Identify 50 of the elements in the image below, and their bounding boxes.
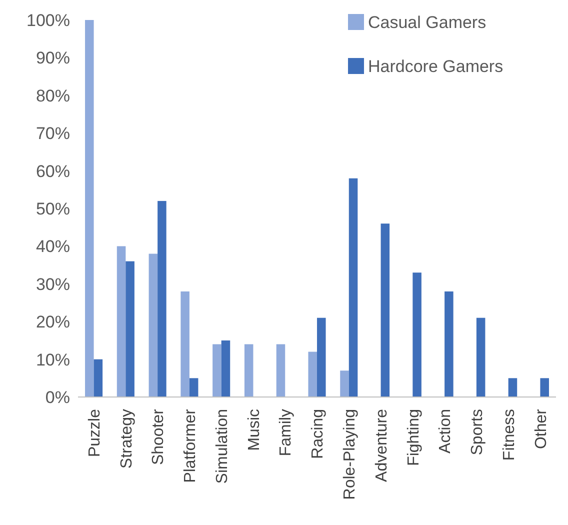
bar — [340, 370, 349, 397]
x-tick-label: Sports — [469, 409, 486, 456]
y-tick-label: 100% — [26, 10, 70, 30]
x-tick-label: Puzzle — [86, 408, 104, 458]
y-tick-label: 40% — [36, 237, 70, 256]
x-tick-label: Fighting — [405, 409, 422, 466]
x-tick-label: Other — [532, 408, 550, 450]
bar — [276, 344, 286, 397]
x-tick-label: Action — [437, 409, 454, 454]
x-tick-label: Platformer — [182, 408, 200, 483]
x-tick-label: Fitness — [500, 409, 518, 461]
y-tick-label: 0% — [45, 388, 70, 407]
bar — [158, 200, 166, 397]
bar — [221, 340, 230, 397]
x-tick-label: Adventure — [373, 408, 390, 482]
bar — [189, 378, 198, 397]
y-tick-label: 10% — [36, 350, 70, 370]
bar — [412, 272, 422, 397]
bar — [508, 378, 518, 397]
legend-label: Casual Gamers — [368, 12, 486, 32]
bar — [476, 318, 486, 397]
bar — [116, 246, 126, 397]
y-tick-label: 70% — [36, 124, 70, 144]
bar — [212, 344, 222, 397]
x-tick-label: Role-Playing — [341, 409, 358, 500]
y-tick-label: 50% — [36, 199, 70, 218]
x-tick-label: Shooter — [150, 408, 168, 466]
bar — [180, 291, 190, 397]
bar — [244, 344, 254, 397]
y-tick-label: 90% — [36, 48, 70, 68]
y-tick-label: 60% — [36, 162, 70, 181]
bar — [308, 352, 317, 397]
bar — [148, 254, 158, 397]
bar — [444, 291, 454, 397]
y-tick-label: 30% — [36, 274, 70, 294]
x-tick-label: Racing — [310, 409, 327, 459]
y-tick-label: 20% — [36, 312, 70, 332]
x-tick-label: Strategy — [118, 409, 136, 469]
bar — [317, 318, 326, 397]
x-tick-label: Family — [278, 409, 295, 456]
bar — [380, 224, 390, 397]
y-tick-label: 80% — [36, 86, 70, 106]
x-tick-label: Music — [246, 409, 263, 451]
x-tick-label: Simulation — [214, 409, 231, 484]
legend-label: Hardcore Gamers — [368, 56, 504, 76]
bar — [348, 178, 358, 397]
bar — [94, 359, 103, 397]
bar — [540, 378, 549, 397]
bar — [85, 20, 94, 397]
bar — [126, 261, 134, 397]
